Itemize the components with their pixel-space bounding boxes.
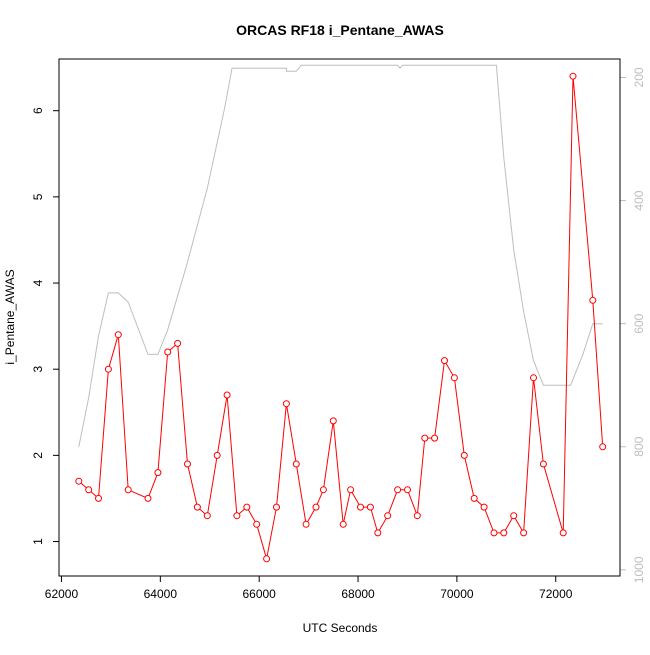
data-point [470, 494, 478, 502]
data-point [366, 503, 374, 511]
data-point [569, 72, 577, 80]
y-tick-label: 4 [31, 279, 45, 286]
data-point [312, 503, 320, 511]
data-point [530, 374, 537, 382]
y-tick-label: 2 [31, 452, 45, 459]
data-point [421, 434, 429, 442]
data-point [394, 486, 402, 494]
data-point [480, 503, 488, 511]
y-tick-label: 6 [31, 107, 45, 114]
y2-tick-label: 200 [632, 67, 646, 87]
y2-tick-label: 800 [632, 436, 646, 456]
data-point [599, 443, 607, 451]
x-tick-label: 62000 [45, 587, 79, 601]
data-point [431, 434, 439, 442]
x-tick-label: 72000 [539, 587, 573, 601]
data-point [95, 494, 102, 502]
data-point [114, 331, 122, 339]
data-point [384, 512, 392, 520]
data-point [75, 477, 83, 485]
data-point [263, 555, 271, 563]
series-line [78, 76, 604, 559]
data-point [223, 391, 231, 399]
data-series-layer [75, 72, 607, 563]
data-point [184, 460, 191, 468]
data-point [174, 339, 182, 347]
data-point [490, 529, 498, 537]
altitude-series-layer [78, 64, 603, 447]
y-tick-label: 3 [31, 366, 45, 373]
data-point [193, 503, 201, 511]
data-point [329, 417, 337, 425]
data-point [104, 365, 112, 373]
data-point [450, 374, 458, 382]
y2-tick-label: 600 [632, 313, 646, 333]
y2-tick-label: 400 [632, 190, 646, 210]
x-tick-label: 68000 [341, 587, 375, 601]
y-tick-label: 5 [31, 193, 45, 200]
x-tick-label: 64000 [144, 587, 178, 601]
data-point [559, 529, 567, 537]
data-point [589, 296, 597, 304]
x-tick-label: 70000 [440, 587, 474, 601]
data-point [85, 486, 93, 494]
x-tick-label: 66000 [242, 587, 276, 601]
data-point [144, 494, 152, 502]
data-point [164, 348, 172, 356]
data-point [319, 486, 327, 494]
y-axis-label: i_Pentane_AWAS [3, 269, 17, 364]
data-point [282, 400, 290, 408]
data-point [339, 520, 347, 528]
data-point [273, 503, 280, 511]
data-point [510, 512, 518, 520]
data-point [404, 486, 411, 494]
plot-frame [58, 58, 621, 577]
data-point [243, 503, 251, 511]
data-point [441, 357, 448, 365]
y2-tick-label: 1000 [632, 556, 646, 583]
altitude-line [78, 64, 603, 447]
data-point [539, 460, 547, 468]
data-point [374, 529, 382, 537]
data-point [292, 460, 300, 468]
x-axis-label: UTC Seconds [303, 621, 378, 635]
data-point [154, 469, 162, 477]
data-point [253, 520, 261, 528]
y-tick-label: 1 [31, 538, 45, 545]
data-point [500, 529, 508, 537]
data-point [460, 451, 468, 459]
data-point [124, 486, 132, 494]
data-point [203, 512, 211, 520]
data-point [213, 451, 221, 459]
data-point [413, 512, 421, 520]
data-point [347, 486, 355, 494]
chart-title: ORCAS RF18 i_Pentane_AWAS [236, 22, 444, 38]
data-point [233, 512, 241, 520]
data-point [357, 503, 364, 511]
data-point [520, 529, 528, 537]
data-point [302, 520, 310, 528]
